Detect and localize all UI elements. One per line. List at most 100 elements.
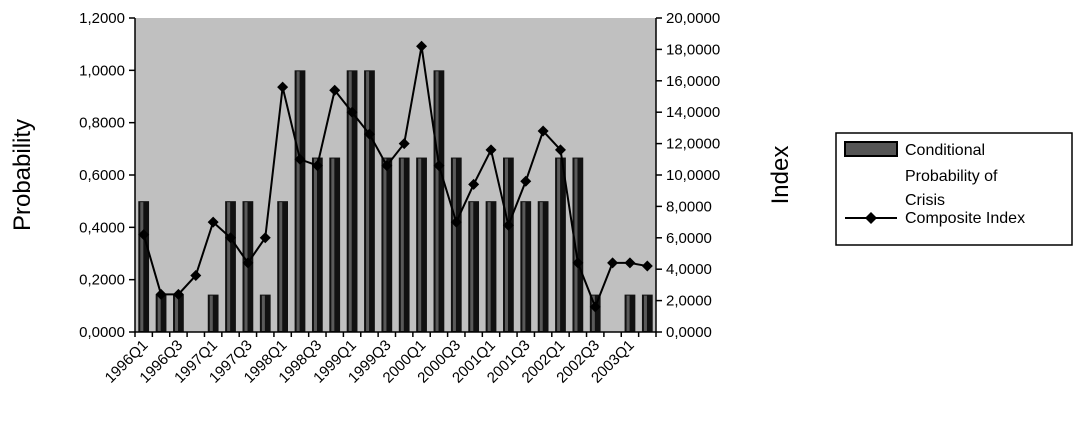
- composite-index-line-group: [138, 40, 653, 313]
- bar-highlight: [279, 202, 283, 331]
- left-tick-label: 0,0000: [79, 324, 125, 341]
- legend-line-label: Composite Index: [905, 210, 1025, 227]
- composite-index-point: [155, 288, 167, 300]
- composite-index-point: [502, 219, 514, 231]
- composite-index-point: [225, 232, 237, 244]
- bar-highlight: [557, 158, 561, 331]
- bar-highlight: [261, 295, 265, 331]
- bar-highlight: [452, 158, 456, 331]
- bar-highlight: [539, 202, 543, 331]
- bar-highlight: [296, 71, 300, 331]
- bar: [468, 201, 480, 332]
- bar-highlight: [227, 202, 231, 331]
- legend-bar-label-line-1: Conditional: [905, 142, 985, 159]
- right-tick-label: 18,0000: [666, 41, 720, 58]
- bar-highlight: [366, 71, 370, 331]
- composite-index-point: [624, 257, 636, 269]
- right-axis-ticks: 0,0000 2,0000 4,0000 6,0000 8,0000 10,0000 12,…: [656, 10, 720, 341]
- composite-index-point: [433, 160, 445, 172]
- composite-index-point: [554, 144, 566, 156]
- y-axis-title: Probability: [9, 119, 36, 231]
- composite-index-point: [311, 160, 323, 172]
- bar-highlight: [209, 295, 213, 331]
- right-tick-label: 20,0000: [666, 10, 720, 27]
- composite-index-point: [398, 138, 410, 150]
- composite-index-point: [172, 288, 184, 300]
- legend-line-marker: [865, 212, 877, 224]
- right-tick-label: 2,0000: [666, 293, 712, 310]
- left-tick-label: 0,6000: [79, 167, 125, 184]
- composite-index-point: [607, 257, 619, 269]
- bar: [433, 70, 445, 332]
- composite-index-point: [537, 125, 549, 137]
- legend-bar-label-line-2: Probability of: [905, 168, 998, 185]
- bar-highlight: [313, 158, 317, 331]
- bar: [450, 157, 462, 332]
- bar: [503, 157, 514, 332]
- right-tick-label: 0,0000: [666, 324, 712, 341]
- bar: [589, 294, 601, 332]
- right-tick-label: 6,0000: [666, 230, 712, 247]
- bar: [398, 157, 410, 332]
- bar-highlight: [470, 202, 474, 331]
- right-tick-label: 16,0000: [666, 73, 720, 90]
- bar: [173, 294, 184, 332]
- bar-highlight: [505, 158, 509, 331]
- right-tick-label: 10,0000: [666, 167, 720, 184]
- composite-index-point: [138, 229, 150, 241]
- composite-index-point: [242, 257, 254, 269]
- bar-highlight: [400, 158, 404, 331]
- bar: [155, 294, 167, 332]
- bars-group: [138, 70, 653, 332]
- bar-highlight: [591, 295, 595, 331]
- bar-highlight: [348, 71, 352, 331]
- bar-highlight: [383, 158, 387, 331]
- composite-index-point: [381, 160, 393, 172]
- left-tick-label: 1,0000: [79, 62, 125, 79]
- legend-bar-label-line-3: Crisis: [905, 192, 945, 209]
- composite-index-point: [468, 178, 480, 190]
- left-tick-label: 0,4000: [79, 219, 125, 236]
- composite-index-point: [346, 106, 358, 118]
- bar: [225, 201, 236, 332]
- bar: [624, 294, 636, 332]
- composite-index-point: [589, 301, 601, 313]
- bar-highlight: [418, 158, 422, 331]
- x-axis-ticks: 1996Q11996Q31997Q11997Q31998Q11998Q31999…: [102, 332, 657, 387]
- left-axis-ticks: 0,0000 0,2000 0,4000 0,6000 0,8000 1,0000 1,20…: [79, 10, 135, 341]
- bar: [277, 201, 288, 332]
- composite-index-point: [277, 81, 289, 93]
- bar-highlight: [175, 295, 179, 331]
- bar-highlight: [643, 295, 647, 331]
- legend-bar-label: Conditional Probability of Crisis: [905, 142, 1002, 209]
- bar: [537, 201, 549, 332]
- y2-axis-title: Index: [767, 146, 794, 205]
- bar: [207, 294, 219, 332]
- composite-index-point: [520, 175, 532, 187]
- bar: [259, 294, 271, 332]
- composite-index-line: [142, 46, 648, 310]
- left-tick-label: 1,2000: [79, 10, 125, 27]
- left-tick-label: 0,2000: [79, 272, 125, 289]
- composite-index-point: [572, 257, 584, 269]
- right-tick-label: 4,0000: [666, 261, 712, 278]
- bar: [555, 157, 566, 332]
- composite-index-point: [294, 153, 306, 165]
- composite-index-point: [207, 216, 219, 228]
- bar: [520, 201, 532, 332]
- composite-index-point: [329, 84, 341, 96]
- bar-highlight: [626, 295, 630, 331]
- bar: [641, 294, 653, 332]
- composite-index-point: [363, 128, 375, 140]
- legend-bar-swatch: [844, 141, 898, 157]
- bar: [138, 201, 150, 332]
- composite-index-point: [450, 216, 462, 228]
- bar: [381, 157, 393, 332]
- bar-highlight: [435, 71, 439, 331]
- composite-index-point: [259, 232, 271, 244]
- bar-highlight: [244, 202, 248, 331]
- right-tick-label: 14,0000: [666, 104, 720, 121]
- right-tick-label: 8,0000: [666, 198, 712, 215]
- bar-highlight: [487, 202, 491, 331]
